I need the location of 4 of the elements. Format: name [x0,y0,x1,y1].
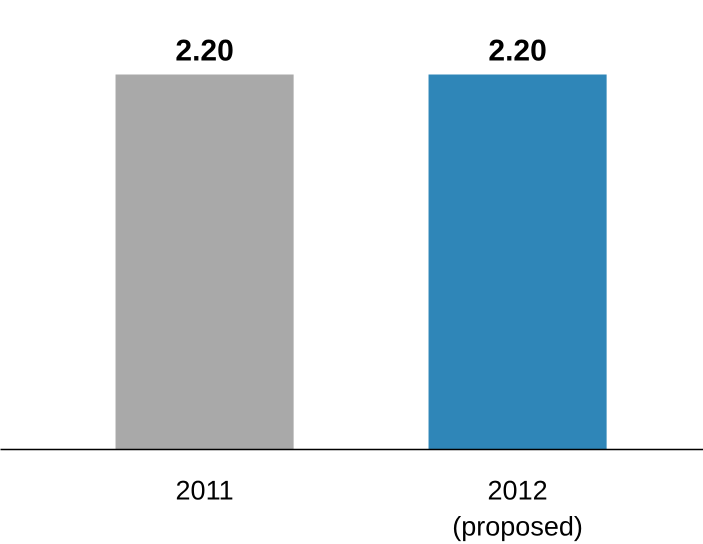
data-label: 2.20 [175,34,234,68]
x-tick-label: 2012 (proposed) [452,476,583,542]
data-label: 2.20 [488,34,547,68]
x-tick-label: 2011 [176,476,234,506]
